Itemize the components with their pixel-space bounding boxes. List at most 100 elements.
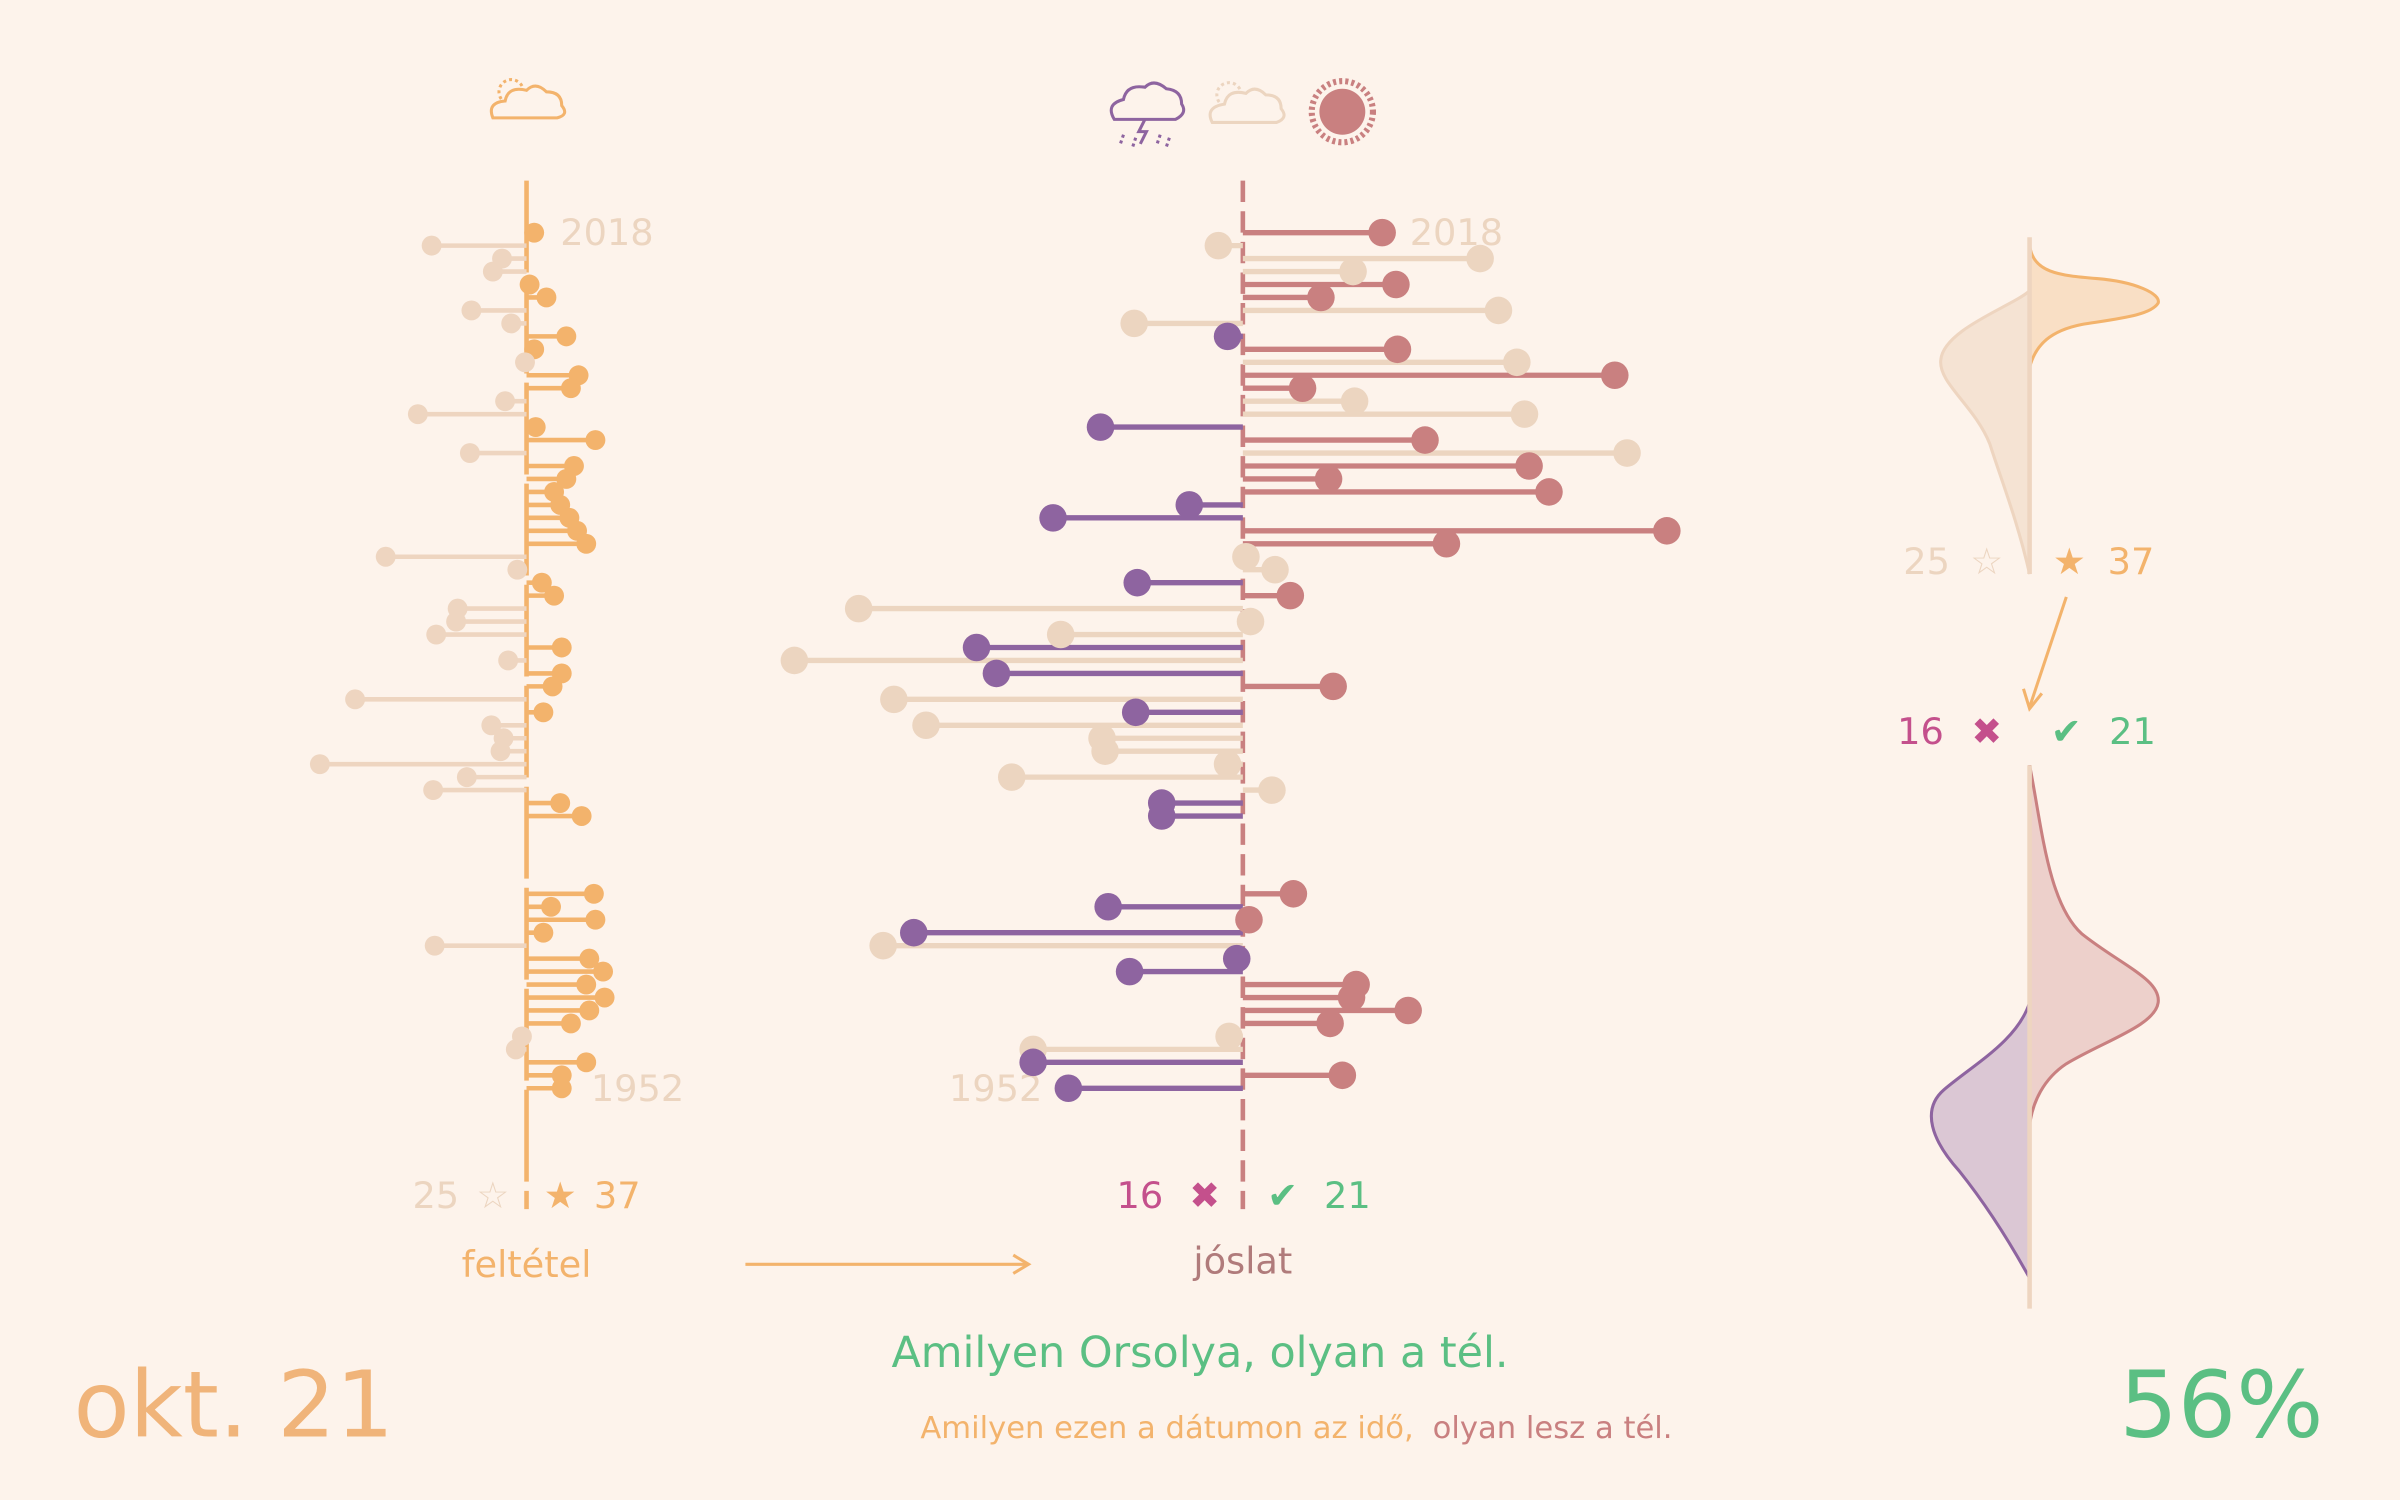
dot [456, 767, 477, 788]
dot [459, 443, 480, 463]
dot [585, 909, 606, 930]
dot [1368, 218, 1396, 247]
subtitle-prediction: olyan lesz a tél. [1433, 1411, 1673, 1446]
accuracy: 56% [2119, 1352, 2323, 1459]
subtitle-condition: Amilyen ezen a dátumon az idő, [920, 1411, 1413, 1446]
year-label: 2018 [560, 211, 653, 254]
icon-storm [1109, 81, 1186, 148]
dot [1086, 413, 1115, 441]
dot [571, 806, 592, 826]
dot [1411, 426, 1439, 454]
dot [844, 594, 873, 623]
density-condition-left [1939, 287, 2032, 575]
icon-partly-cloudy [489, 78, 567, 120]
dots [780, 218, 1681, 1103]
dot [583, 883, 604, 904]
dot [1175, 491, 1204, 519]
dot [498, 650, 519, 671]
dot [1515, 452, 1543, 480]
dot [1503, 348, 1531, 377]
dot [309, 754, 330, 775]
density-count: 37 [2108, 540, 2155, 583]
dot [1204, 231, 1233, 260]
dot [533, 702, 554, 723]
density-symbol: ✔ [2051, 710, 2082, 753]
dot [550, 793, 571, 814]
dot [1466, 244, 1494, 273]
icon-sun [1308, 78, 1377, 146]
dot [900, 918, 928, 947]
count-symbol: ★ [544, 1174, 577, 1217]
dots [309, 222, 615, 1099]
dot [1307, 283, 1335, 312]
dot [1382, 270, 1410, 299]
dot [519, 274, 540, 295]
count: 25 [412, 1174, 459, 1217]
density-count: 21 [2109, 710, 2156, 753]
dot [515, 352, 535, 373]
dot [1232, 542, 1260, 571]
dot [482, 261, 503, 282]
dot [593, 961, 614, 982]
dot [421, 235, 442, 256]
count: 37 [594, 1174, 641, 1217]
dot [585, 430, 606, 451]
dot [542, 676, 563, 697]
dot [1316, 1009, 1344, 1038]
dot [556, 326, 577, 347]
density-condition [1939, 237, 2160, 575]
dot [495, 391, 516, 412]
dot [1601, 361, 1629, 390]
arrow-condition-to-prediction [745, 1253, 1032, 1275]
count: 16 [1117, 1174, 1164, 1217]
dot [1340, 387, 1369, 415]
dot [1094, 892, 1122, 921]
dot [1019, 1048, 1047, 1077]
dot [1091, 737, 1119, 765]
panel-label: feltétel [462, 1243, 592, 1286]
dot [1115, 957, 1144, 986]
dot [507, 559, 528, 580]
density-count: 25 [1903, 540, 1950, 583]
count: 21 [1324, 1174, 1371, 1217]
density-symbol: ✖ [1971, 710, 2002, 753]
dot [1510, 400, 1539, 428]
dot [375, 546, 396, 567]
date: okt. 21 [73, 1352, 394, 1459]
dot [1279, 880, 1308, 908]
density-prediction-left [1929, 1002, 2032, 1279]
dot [1328, 1061, 1357, 1090]
dot [541, 896, 561, 917]
density-prediction [1929, 765, 2160, 1309]
icon-cloudy [1208, 81, 1286, 124]
dot [1288, 374, 1317, 402]
dot [536, 287, 557, 308]
dot [556, 469, 577, 489]
dot [544, 585, 565, 606]
dot [407, 404, 428, 425]
density-prediction-right [2028, 765, 2160, 1126]
dot [576, 1052, 597, 1073]
dot [501, 313, 522, 334]
dot [1046, 620, 1075, 649]
dot [579, 948, 600, 969]
count-symbol: ✖ [1189, 1174, 1220, 1217]
year-label: 2018 [1410, 211, 1503, 254]
subtitle: Amilyen ezen a dátumon az idő, olyan les… [920, 1411, 1672, 1446]
dot [551, 1078, 572, 1099]
dot [1215, 1022, 1243, 1051]
count-symbol: ✔ [1267, 1174, 1298, 1217]
dot [576, 974, 597, 995]
dot [1276, 581, 1305, 610]
dot [1258, 776, 1286, 804]
count-symbol: ☆ [476, 1174, 509, 1217]
dot [1054, 1074, 1083, 1103]
dot [576, 533, 597, 554]
density-condition-right [2028, 244, 2160, 368]
dot [1261, 555, 1289, 584]
density-symbol: ★ [2053, 540, 2086, 583]
density-count: 16 [1897, 710, 1944, 753]
dot [1121, 698, 1150, 727]
